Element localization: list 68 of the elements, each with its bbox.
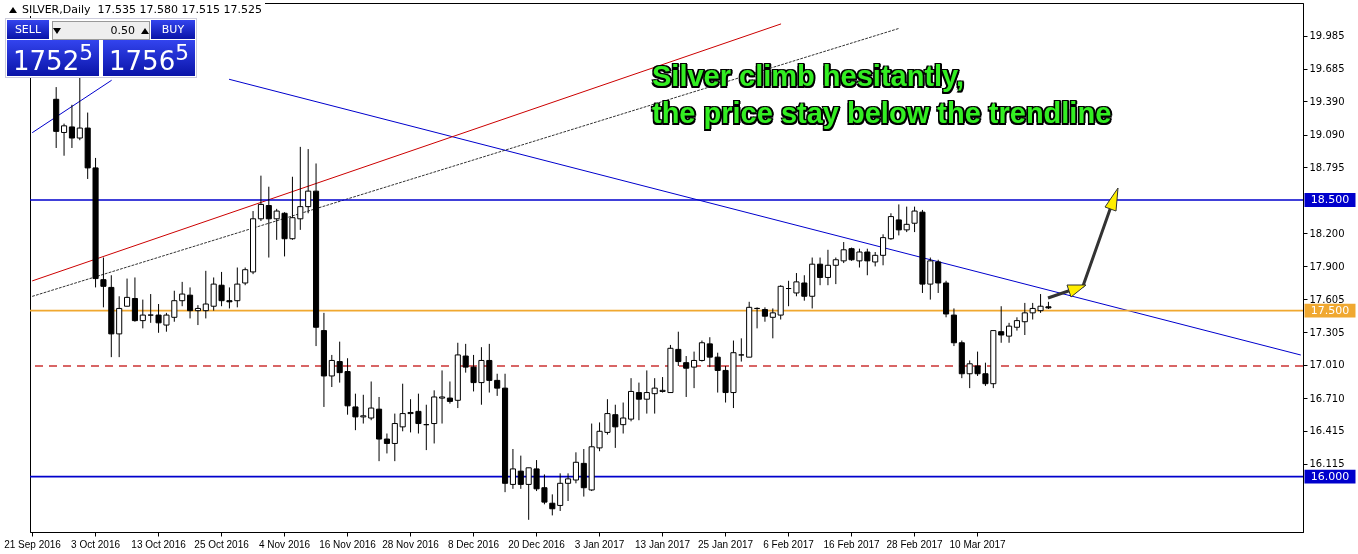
x-tick-label: 6 Feb 2017 — [763, 538, 815, 550]
candlestick — [1013, 316, 1020, 332]
y-tick-label: 17.900 — [1309, 260, 1345, 272]
x-tick-label: 21 Sep 2016 — [4, 538, 62, 550]
candlestick — [68, 104, 75, 149]
y-tick-label: 18.200 — [1309, 227, 1345, 239]
x-tick-label: 4 Nov 2016 — [258, 538, 311, 550]
candlestick — [257, 175, 264, 222]
y-tick-label: 16.710 — [1309, 392, 1345, 404]
y-tick-label: 16.415 — [1309, 425, 1345, 437]
y-tick-label: 16.115 — [1309, 458, 1345, 470]
x-tick-label: 10 Mar 2017 — [949, 538, 1007, 550]
candlestick — [572, 451, 579, 484]
candlestick — [147, 293, 154, 324]
x-tick-label: 3 Oct 2016 — [71, 538, 121, 550]
x-tick-label: 25 Jan 2017 — [698, 538, 754, 550]
x-tick-label: 3 Jan 2017 — [574, 538, 625, 550]
x-tick-label: 16 Feb 2017 — [823, 538, 881, 550]
candlestick — [124, 278, 131, 307]
candlestick — [194, 304, 201, 326]
candlestick — [880, 233, 887, 266]
x-tick-label: 13 Jan 2017 — [635, 538, 691, 550]
ref-line-label: 17.500 — [1310, 303, 1350, 317]
y-tick-label: 19.985 — [1309, 30, 1345, 42]
candlestick — [61, 123, 68, 157]
candlestick — [761, 306, 768, 323]
candlestick — [509, 448, 516, 490]
candlestick — [698, 340, 705, 363]
x-tick-label: 13 Oct 2016 — [131, 538, 187, 550]
chart-title: SILVER,Daily 17.535 17.580 17.515 17.525 — [22, 3, 263, 16]
x-tick-label: 28 Nov 2016 — [382, 538, 440, 550]
candlestick — [383, 433, 390, 454]
candlestick — [131, 276, 138, 323]
x-tick-label: 20 Dec 2016 — [508, 538, 566, 550]
candlestick — [565, 472, 572, 502]
y-tick-label: 17.605 — [1309, 293, 1345, 305]
candlestick — [691, 351, 698, 389]
candlestick — [139, 299, 146, 329]
x-tick-label: 28 Feb 2017 — [886, 538, 944, 550]
candlestick — [683, 355, 690, 398]
y-tick-label: 19.090 — [1309, 129, 1345, 141]
candlestick — [817, 257, 824, 286]
candlestick — [887, 212, 894, 241]
candlestick — [446, 380, 453, 405]
candlestick — [1006, 322, 1013, 344]
y-tick-label: 19.685 — [1309, 63, 1345, 75]
ref-line-label: 18.500 — [1310, 192, 1350, 206]
candlestick — [100, 257, 107, 308]
candlestick — [738, 337, 745, 363]
annotation: BUY — [151, 20, 195, 39]
annotation: 1752$^{5}$ — [13, 40, 93, 76]
y-tick-label: 17.010 — [1309, 359, 1345, 371]
ref-line-label: 16.000 — [1310, 469, 1350, 483]
candlestick — [635, 382, 642, 421]
annotation: 0.50 — [110, 24, 135, 37]
x-tick-label: 25 Oct 2016 — [194, 538, 250, 550]
annotation: Silver climb hesitantly, the price stay below the trendline — [652, 59, 1112, 131]
x-tick-label: 8 Dec 2016 — [447, 538, 500, 550]
annotation: 1756$^{5}$ — [109, 40, 189, 76]
number-field: 0.50 — [52, 21, 150, 40]
y-tick-label: 19.390 — [1309, 96, 1345, 107]
x-tick-label: 16 Nov 2016 — [319, 538, 377, 550]
annotation: SELL — [7, 20, 49, 39]
candlestick — [824, 249, 831, 286]
candlestick — [187, 286, 194, 319]
candlestick — [439, 369, 446, 425]
y-tick-label: 17.305 — [1309, 326, 1345, 338]
y-tick-label: 18.795 — [1309, 161, 1345, 173]
